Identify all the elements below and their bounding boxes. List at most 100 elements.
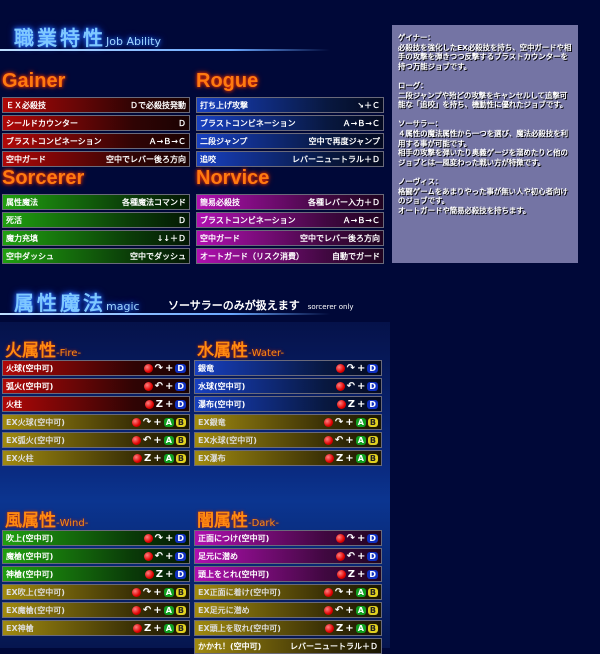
ability-name: ブラストコンビネーション <box>6 136 102 146</box>
ability-command: Ｄで必殺技発動 <box>130 100 186 110</box>
spell-name: EX火球(空中可) <box>6 417 65 427</box>
joystick-ball-icon <box>131 435 141 445</box>
spell-row: 神槍(空中可) Z + D <box>2 566 190 582</box>
joystick-ball-icon <box>143 551 153 561</box>
spell-row: 火球(空中可) ↷ + D <box>2 360 190 376</box>
d-button-icon: D <box>367 381 378 391</box>
spell-name: EX神槍 <box>6 623 34 633</box>
spell-command: ↶ + A B <box>131 604 186 616</box>
spell-command: Z + A B <box>325 453 378 464</box>
spell-row: EX頭上を取れ(空中可) Z + A B <box>194 620 382 636</box>
plus-sign: + <box>356 398 366 410</box>
a-button-icon: A <box>163 623 174 633</box>
spell-name: EX正面に着け(空中可) <box>198 587 281 597</box>
ability-name: 空中ダッシュ <box>6 251 54 261</box>
spell-command: Z + D <box>336 569 378 580</box>
spell-command: Z + A B <box>325 623 378 634</box>
spell-command: ↶ + D <box>143 381 186 392</box>
ability-row: 属性魔法 各種魔法コマンド <box>2 194 190 210</box>
b-button-icon: B <box>367 417 378 427</box>
d-button-icon: D <box>367 399 378 409</box>
ability-command: 空中でレバー後ろ方向 <box>106 154 186 164</box>
spell-command: レバーニュートラル＋Ｄ <box>290 641 378 651</box>
ability-row: オートガード（リスク消費） 自動でガード <box>196 248 384 264</box>
plus-sign: + <box>153 416 162 428</box>
element-title-jp: 水属性 <box>197 341 248 361</box>
ability-name: シールドカウンター <box>6 118 78 128</box>
spell-name: 弧火(空中可) <box>6 381 54 391</box>
plus-sign: + <box>164 550 174 562</box>
spell-name: かかれ！(空中可) <box>198 641 262 651</box>
spell-command: ↶ + A B <box>131 434 186 446</box>
qcf-motion-icon: ↷ <box>334 416 344 428</box>
ability-row: 空中ガード 空中でレバー後ろ方向 <box>2 151 190 167</box>
ability-row: ブラストコンビネーション Ａ→Ｂ→Ｃ <box>2 133 190 149</box>
d-button-icon: D <box>367 363 378 373</box>
spell-row: 魔槍(空中可) ↶ + D <box>2 548 190 564</box>
joystick-ball-icon <box>133 623 143 633</box>
spell-row: 瀑布(空中可) Z + D <box>194 396 382 412</box>
ability-name: 追咬 <box>200 154 216 164</box>
spell-command: Z + A B <box>133 453 186 464</box>
ability-command: ↘＋Ｃ <box>357 100 380 110</box>
element-title: 水属性-Water- <box>197 336 284 361</box>
joystick-ball-icon <box>325 453 335 463</box>
spell-name: EX銀竜 <box>198 417 226 427</box>
job-title-gainer: Gainer <box>2 70 66 92</box>
element-title-jp: 闇属性 <box>197 511 248 531</box>
spell-name: EX瀑布 <box>198 453 226 463</box>
magic-title: 属性魔法 <box>14 291 106 315</box>
element-title-jp: 火属性 <box>5 341 56 361</box>
spell-row: EX神槍 Z + A B <box>2 620 190 636</box>
plus-sign: + <box>356 380 366 392</box>
plus-sign: + <box>164 568 174 580</box>
plus-sign: + <box>345 452 354 464</box>
spell-row: EX足元に潜め ↶ + A B <box>194 602 382 618</box>
spell-row: EX火柱 Z + A B <box>2 450 190 466</box>
joystick-ball-icon <box>143 533 153 543</box>
spell-name: 瀑布(空中可) <box>198 399 246 409</box>
job-description-box: ゲイナー： 必殺技を強化したEX必殺技を持ち、空中ガードや相手の攻撃を弾きつつ反… <box>392 25 578 263</box>
b-button-icon: B <box>367 453 378 463</box>
element-title-en: -Wind- <box>56 518 89 529</box>
spell-name: 足元に潜め <box>198 551 238 561</box>
plus-sign: + <box>153 434 162 446</box>
ability-row: ブラストコンビネーション Ａ→Ｂ→Ｃ <box>196 115 384 131</box>
b-button-icon: B <box>175 417 186 427</box>
qcb-motion-icon: ↶ <box>154 550 163 562</box>
spell-row: EX正面に着け(空中可) ↷ + A B <box>194 584 382 600</box>
a-button-icon: A <box>163 587 174 597</box>
plus-sign: + <box>356 550 366 562</box>
qcb-motion-icon: ↶ <box>346 550 355 562</box>
d-button-icon: D <box>175 381 186 391</box>
b-button-icon: B <box>175 435 186 445</box>
ability-command: 各種魔法コマンド <box>122 197 186 207</box>
a-button-icon: A <box>163 417 174 427</box>
spell-command: ↷ + A B <box>131 416 186 428</box>
plus-sign: + <box>345 604 354 616</box>
spell-row: EX吹上(空中可) ↷ + A B <box>2 584 190 600</box>
ability-row: 魔力充填 ↓↓＋Ｄ <box>2 230 190 246</box>
joystick-ball-icon <box>143 363 153 373</box>
b-button-icon: B <box>367 587 378 597</box>
spell-name: 火球(空中可) <box>6 363 54 373</box>
spell-row: EX火球(空中可) ↷ + A B <box>2 414 190 430</box>
spell-name: 水球(空中可) <box>198 381 246 391</box>
ability-name: ＥＸ必殺技 <box>6 100 46 110</box>
qcb-motion-icon: ↶ <box>334 434 344 446</box>
joystick-ball-icon <box>323 417 333 427</box>
element-title: 闇属性-Dark- <box>197 506 279 531</box>
ability-command: Ｄ <box>178 215 186 225</box>
spell-command: ↷ + D <box>143 532 186 544</box>
spell-command: ↶ + A B <box>323 434 378 446</box>
qcf-motion-icon: ↷ <box>154 532 163 544</box>
spell-row: 正面につけ(空中可) ↷ + D <box>194 530 382 546</box>
ability-row: ブラストコンビネーション Ａ→Ｂ→Ｃ <box>196 212 384 228</box>
plus-sign: + <box>345 434 354 446</box>
joystick-ball-icon <box>335 551 345 561</box>
ability-name: 簡易必殺技 <box>200 197 240 207</box>
qcb-motion-icon: ↶ <box>142 604 152 616</box>
ability-command: Ａ→Ｂ→Ｃ <box>148 136 186 146</box>
ability-row: 打ち上げ攻撃 ↘＋Ｃ <box>196 97 384 113</box>
dp-motion-icon: Z <box>347 398 355 410</box>
